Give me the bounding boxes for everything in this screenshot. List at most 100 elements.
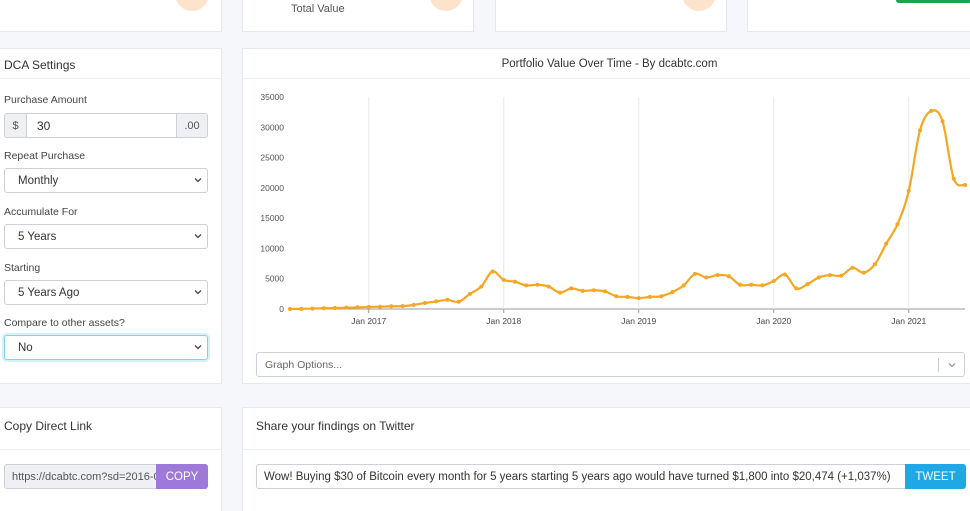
data-point xyxy=(378,304,382,309)
green-action-button[interactable] xyxy=(896,0,970,3)
data-point xyxy=(963,182,967,187)
data-point xyxy=(558,290,562,295)
tweet-button[interactable]: TWEET xyxy=(905,464,966,489)
accumulate-for-label: Accumulate For xyxy=(4,206,78,218)
data-point xyxy=(794,286,799,291)
data-point xyxy=(468,291,472,296)
accumulate-for-select[interactable]: 5 Years xyxy=(4,224,208,249)
data-point xyxy=(895,222,900,227)
data-point xyxy=(783,272,787,277)
data-point xyxy=(389,304,394,309)
copy-button[interactable]: COPY xyxy=(156,464,208,489)
graph-options-select[interactable]: Graph Options... xyxy=(256,352,965,377)
data-point xyxy=(355,305,360,310)
tweet-text-input[interactable]: Wow! Buying $30 of Bitcoin every month f… xyxy=(256,464,905,489)
data-point xyxy=(400,304,405,309)
stat-icon-circle xyxy=(429,0,463,11)
x-tick-label: Jan 2019 xyxy=(621,316,656,326)
chart-title: Portfolio Value Over Time - By dcabtc.co… xyxy=(243,49,970,79)
y-tick-label: 5000 xyxy=(265,274,284,284)
stat-card-total-value: Total Value xyxy=(242,0,474,32)
data-point xyxy=(648,294,652,299)
data-point xyxy=(636,296,641,301)
data-point xyxy=(344,305,349,310)
chevron-down-icon xyxy=(194,234,202,239)
data-point xyxy=(501,277,506,282)
data-point xyxy=(839,273,844,278)
data-point xyxy=(490,269,495,274)
data-point xyxy=(299,306,304,311)
data-point xyxy=(333,306,337,311)
data-point xyxy=(569,286,574,291)
stat-card-4 xyxy=(747,0,970,32)
stat-card-3 xyxy=(495,0,727,32)
data-point xyxy=(951,176,956,181)
data-point xyxy=(805,282,810,287)
share-twitter-panel: Share your findings on Twitter Wow! Buyi… xyxy=(242,407,970,511)
total-value-label: Total Value xyxy=(291,3,345,15)
y-tick-label: 15000 xyxy=(260,213,284,223)
data-point xyxy=(411,302,416,307)
direct-link-input[interactable]: https://dcabtc.com?sd=2016-06&sa=30&ds=m… xyxy=(4,464,156,489)
data-point xyxy=(760,283,765,288)
portfolio-line-chart: 0 5000 10000 15000 20000 25000 30000 35000 Jan 2… xyxy=(260,92,967,326)
compare-assets-label: Compare to other assets? xyxy=(4,317,125,329)
repeat-purchase-select[interactable]: Monthly xyxy=(4,168,208,193)
data-point xyxy=(681,283,686,288)
y-tick-label: 35000 xyxy=(260,92,284,102)
data-point xyxy=(288,307,292,311)
chevron-down-icon xyxy=(194,178,202,183)
stat-card-1 xyxy=(0,0,222,32)
repeat-purchase-value: Monthly xyxy=(18,174,59,187)
data-point xyxy=(434,299,439,304)
x-tick-label: Jan 2020 xyxy=(756,316,791,326)
data-point xyxy=(850,265,855,270)
portfolio-chart-panel: Portfolio Value Over Time - By dcabtc.co… xyxy=(242,48,970,384)
data-point xyxy=(603,289,607,294)
y-tick-label: 25000 xyxy=(260,153,284,163)
data-point xyxy=(861,270,866,275)
data-point xyxy=(591,288,596,293)
data-point xyxy=(726,274,731,279)
x-tick-label: Jan 2021 xyxy=(891,316,926,326)
starting-value: 5 Years Ago xyxy=(18,286,80,299)
data-point xyxy=(906,188,911,193)
chevron-down-icon xyxy=(948,363,956,368)
data-point xyxy=(535,282,540,287)
purchase-amount-label: Purchase Amount xyxy=(4,94,87,106)
compare-assets-select[interactable]: No xyxy=(4,335,208,360)
dca-settings-header: DCA Settings xyxy=(0,49,221,79)
data-point xyxy=(670,290,675,295)
x-tick-label: Jan 2018 xyxy=(486,316,521,326)
data-point xyxy=(456,299,461,304)
starting-label: Starting xyxy=(4,262,41,274)
y-tick-label: 30000 xyxy=(260,122,284,132)
data-point xyxy=(828,273,832,278)
data-point xyxy=(929,108,934,113)
select-separator xyxy=(938,358,939,372)
graph-options-placeholder: Graph Options... xyxy=(265,358,343,371)
starting-select[interactable]: 5 Years Ago xyxy=(4,280,208,305)
data-point xyxy=(659,294,664,299)
data-point xyxy=(816,275,821,280)
chevron-down-icon xyxy=(194,290,202,295)
chevron-down-icon xyxy=(194,345,202,350)
data-point xyxy=(479,284,484,289)
series-line xyxy=(289,109,966,311)
data-point xyxy=(738,282,742,287)
data-point xyxy=(366,304,371,309)
accumulate-for-value: 5 Years xyxy=(18,230,57,243)
data-point xyxy=(625,294,630,299)
data-point xyxy=(693,271,697,276)
data-point xyxy=(546,284,551,289)
currency-addon: $ xyxy=(5,114,27,137)
dca-settings-panel: DCA Settings Purchase Amount $ 30 .00 Re… xyxy=(0,48,222,384)
cents-addon: .00 xyxy=(176,114,207,137)
y-tick-label: 10000 xyxy=(260,243,284,253)
purchase-amount-input[interactable]: 30 xyxy=(37,118,51,133)
copy-link-panel: Copy Direct Link https://dcabtc.com?sd=2… xyxy=(0,407,222,511)
purchase-amount-input-group: $ 30 .00 xyxy=(4,113,208,138)
data-point xyxy=(321,306,326,311)
data-point xyxy=(749,282,754,287)
stat-icon-circle xyxy=(682,0,716,11)
